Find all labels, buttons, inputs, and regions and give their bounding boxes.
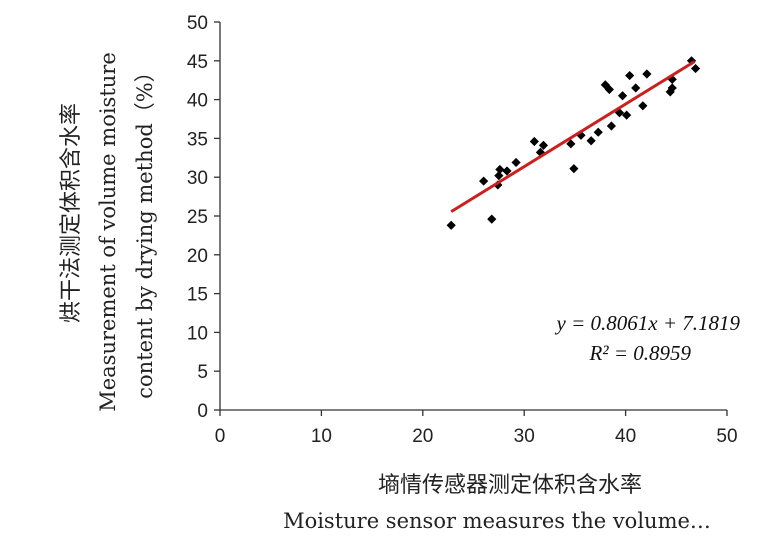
y-axis-title-chinese: 烘干法测定体积含水率 xyxy=(59,103,84,323)
data-point xyxy=(494,171,504,181)
x-tick-label: 30 xyxy=(514,426,535,447)
y-tick-label: 0 xyxy=(197,401,208,422)
r-squared-label: R² = 0.8959 xyxy=(588,341,691,365)
data-point xyxy=(606,121,617,131)
data-point xyxy=(667,74,677,85)
y-tick-label: 35 xyxy=(187,129,208,150)
data-point xyxy=(569,164,579,174)
y-axis-title-english-line2: content by drying method（%） xyxy=(133,61,157,398)
data-point xyxy=(446,220,456,230)
data-point xyxy=(667,83,677,93)
data-point xyxy=(625,70,635,81)
y-tick-label: 50 xyxy=(187,13,208,34)
data-point xyxy=(622,110,632,120)
y-tick-label: 40 xyxy=(187,91,208,112)
data-point xyxy=(586,136,596,146)
y-tick-label: 30 xyxy=(187,168,208,189)
y-tick-label: 10 xyxy=(187,323,208,344)
x-axis-title-english: Moisture sensor measures the volume… xyxy=(283,509,711,533)
data-point xyxy=(631,83,641,93)
trendline-equation: y = 0.8061x + 7.1819 xyxy=(555,311,741,335)
data-point xyxy=(690,63,701,74)
trendline xyxy=(450,60,696,213)
data-point xyxy=(617,91,628,101)
x-tick-label: 0 xyxy=(215,426,226,447)
y-tick-label: 5 xyxy=(197,362,208,383)
data-point xyxy=(686,56,697,66)
x-tick-label: 50 xyxy=(716,426,737,447)
data-point xyxy=(502,166,512,176)
data-point xyxy=(495,164,505,175)
y-tick-label: 15 xyxy=(187,285,208,306)
x-tick-label: 20 xyxy=(412,426,433,447)
data-point xyxy=(487,214,497,224)
data-point xyxy=(538,140,549,150)
y-axis-title-english-line1: Measurement of volume moisture xyxy=(96,52,120,412)
data-point xyxy=(593,127,603,137)
tick-marks xyxy=(214,21,728,416)
y-tick-label: 20 xyxy=(187,246,208,267)
x-axis-title-chinese: 墒情传感器测定体积含水率 xyxy=(378,473,642,498)
data-point xyxy=(529,136,539,147)
data-point xyxy=(511,157,521,168)
x-tick-label: 40 xyxy=(615,426,636,447)
tick-labels: 0 5 10 15 20 25 30 35 40 45 50 0 10 20 30 40 50 xyxy=(187,13,738,447)
y-tick-label: 25 xyxy=(187,207,208,228)
data-point xyxy=(604,84,614,95)
data-point xyxy=(479,176,489,186)
y-tick-label: 45 xyxy=(187,52,208,73)
data-point xyxy=(638,101,648,111)
data-point xyxy=(576,130,586,140)
data-point xyxy=(642,69,652,79)
x-tick-label: 10 xyxy=(311,426,332,447)
data-point xyxy=(566,139,576,149)
